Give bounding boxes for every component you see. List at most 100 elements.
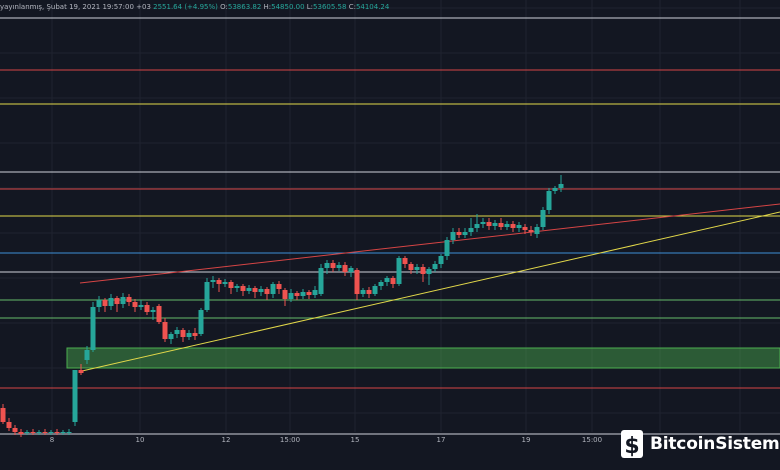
candle-26 (156, 304, 162, 324)
candle-67 (402, 256, 408, 268)
candle-83 (498, 218, 504, 230)
candle-88 (528, 226, 534, 236)
candle-body (228, 282, 234, 288)
candle-63 (378, 280, 384, 290)
x-tick-label-1: 10 (136, 436, 145, 444)
candle-36 (216, 278, 222, 292)
candle-87 (522, 224, 528, 234)
candle-82 (492, 220, 498, 230)
candle-body (312, 290, 318, 295)
candle-20 (120, 293, 126, 308)
candle-body (336, 265, 342, 268)
candle-10 (60, 430, 66, 435)
close-label: C: (348, 3, 356, 11)
candle-body (42, 432, 48, 433)
candle-61 (366, 287, 372, 298)
low-label: L: (306, 3, 314, 11)
candle-23 (138, 300, 144, 310)
candle-body (264, 289, 270, 294)
candle-body (504, 224, 510, 227)
candle-50 (300, 289, 306, 299)
candle-body (408, 264, 414, 270)
x-tick-label-4: 15 (351, 436, 360, 444)
candle-71 (426, 267, 432, 285)
candle-body (498, 223, 504, 227)
candle-body (0, 408, 6, 422)
candle-body (510, 224, 516, 228)
publish-info: yayınlanmış, Şubat 19, 2021 19:57:00 +03 (0, 3, 151, 11)
watermark: $ BitcoinSistemi (618, 424, 780, 464)
candle-93 (558, 175, 564, 192)
candle-body (414, 267, 420, 270)
candle-44 (264, 287, 270, 300)
candle-68 (408, 262, 414, 274)
candle-body (150, 310, 156, 312)
x-tick-label-3: 15:00 (280, 436, 300, 444)
candle-body (468, 228, 474, 232)
candle-72 (432, 261, 438, 272)
candle-body (306, 292, 312, 295)
candle-body (360, 290, 366, 294)
candle-body (246, 288, 252, 291)
candle-body (384, 278, 390, 282)
candle-53 (318, 264, 324, 296)
candle-75 (450, 228, 456, 244)
candle-46 (276, 281, 282, 294)
candle-64 (384, 276, 390, 286)
candle-9 (54, 429, 60, 435)
x-axis-ticks: 8 10 12 15:00 15 17 19 15:00 (50, 436, 602, 444)
x-tick-label-2: 12 (222, 436, 231, 444)
candle-1 (6, 418, 12, 431)
candle-body (276, 284, 282, 289)
candle-body (540, 210, 546, 227)
candle-58 (348, 266, 354, 277)
candle-85 (510, 221, 516, 232)
candle-body (348, 268, 354, 272)
candle-70 (420, 264, 426, 282)
high-label: H: (263, 3, 272, 11)
candle-body (24, 432, 30, 433)
candle-17 (102, 298, 108, 312)
candle-body (30, 432, 36, 433)
support-zone (66, 347, 780, 369)
candle-body (456, 232, 462, 235)
candle-body (330, 263, 336, 268)
candle-47 (282, 288, 288, 306)
candle-43 (258, 286, 264, 296)
candle-57 (342, 262, 348, 276)
candle-8 (48, 430, 54, 435)
candle-body (342, 265, 348, 272)
candle-91 (546, 188, 552, 214)
high-value: 54850.00 (271, 3, 305, 11)
support-zone-band (66, 347, 780, 369)
candle-59 (354, 268, 360, 300)
open-value: 53863.82 (227, 3, 262, 11)
candle-body (234, 286, 240, 288)
candle-body (354, 270, 360, 294)
candle-84 (504, 221, 510, 230)
candle-body (6, 422, 12, 428)
candle-body (84, 350, 90, 360)
candle-27 (162, 318, 168, 342)
candle-body (162, 322, 168, 339)
candle-28 (168, 332, 174, 344)
candle-body (294, 293, 300, 296)
candle-18 (108, 294, 114, 310)
candle-3 (18, 429, 24, 437)
x-tick-label-0: 8 (50, 436, 54, 444)
candle-38 (228, 280, 234, 294)
candles (0, 175, 564, 437)
candle-14 (84, 346, 90, 364)
open-label: O: (220, 3, 228, 11)
candle-60 (360, 288, 366, 297)
candle-body (198, 310, 204, 334)
close-value: 54104.24 (355, 3, 390, 11)
candle-34 (204, 278, 210, 312)
candle-40 (240, 284, 246, 296)
candle-body (462, 232, 468, 235)
candle-body (120, 297, 126, 304)
candle-body (558, 184, 564, 188)
candle-body (102, 300, 108, 306)
candle-body (552, 188, 558, 191)
